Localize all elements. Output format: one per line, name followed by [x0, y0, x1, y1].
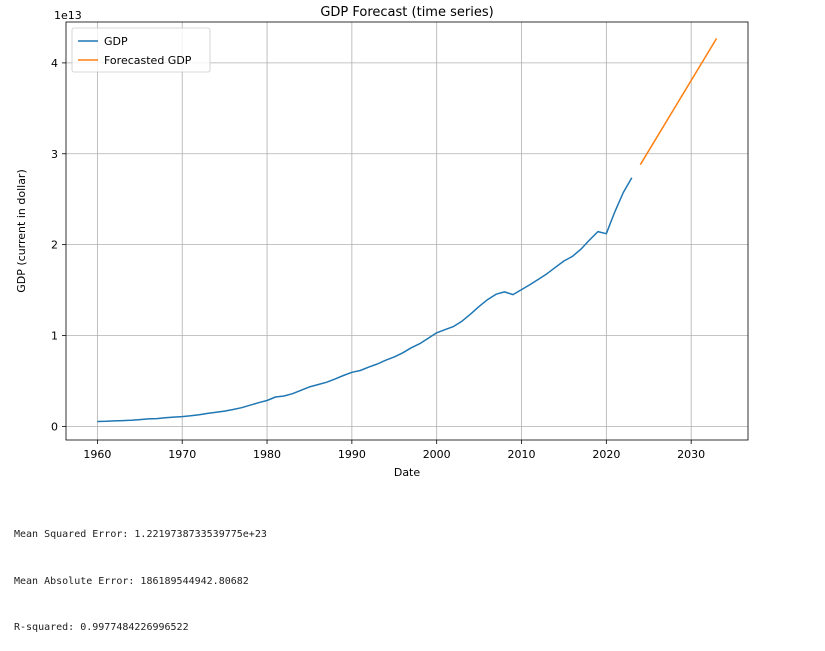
x-tick-label: 2010	[508, 448, 536, 461]
legend-label: Forecasted GDP	[104, 54, 192, 67]
legend-label: GDP	[104, 35, 128, 48]
legend-box	[71, 27, 211, 73]
x-tick-label: 2030	[677, 448, 705, 461]
y-tick-label: 2	[51, 239, 58, 252]
plot-frame	[65, 21, 749, 441]
mae-text: Mean Absolute Error: 186189544942.80682	[14, 575, 249, 587]
x-tick-label: 1980	[253, 448, 281, 461]
y-tick-label: 3	[51, 148, 58, 161]
y-tick-label: 1	[51, 330, 58, 343]
series-line-forecast	[639, 38, 718, 166]
gdp-forecast-chart: 1960 1970 1980 1990 2000 2010 2020 2030 0 1 2 3 4 1e1…	[15, 5, 749, 479]
x-tick-label: 1990	[338, 448, 366, 461]
chart-title: GDP Forecast (time series)	[320, 5, 493, 20]
y-axis-label: GDP (current in dollar)	[15, 169, 28, 293]
x-tick-label: 2020	[592, 448, 620, 461]
x-tick-label: 1960	[83, 448, 111, 461]
metrics-output: Mean Squared Error: 1.2219738733539775e+…	[14, 496, 267, 651]
series-line-gdp	[97, 177, 633, 423]
x-axis-label: Date	[394, 466, 421, 479]
x-tick-label: 2000	[423, 448, 451, 461]
mse-text: Mean Squared Error: 1.2219738733539775e+…	[14, 529, 267, 540]
y-tick-label: 0	[51, 420, 58, 433]
y-offset-label: 1e13	[54, 9, 82, 22]
r2-text: R-squared: 0.9977484226996522	[14, 622, 189, 633]
x-tick-label: 1970	[168, 448, 196, 461]
y-tick-label: 4	[51, 57, 58, 70]
